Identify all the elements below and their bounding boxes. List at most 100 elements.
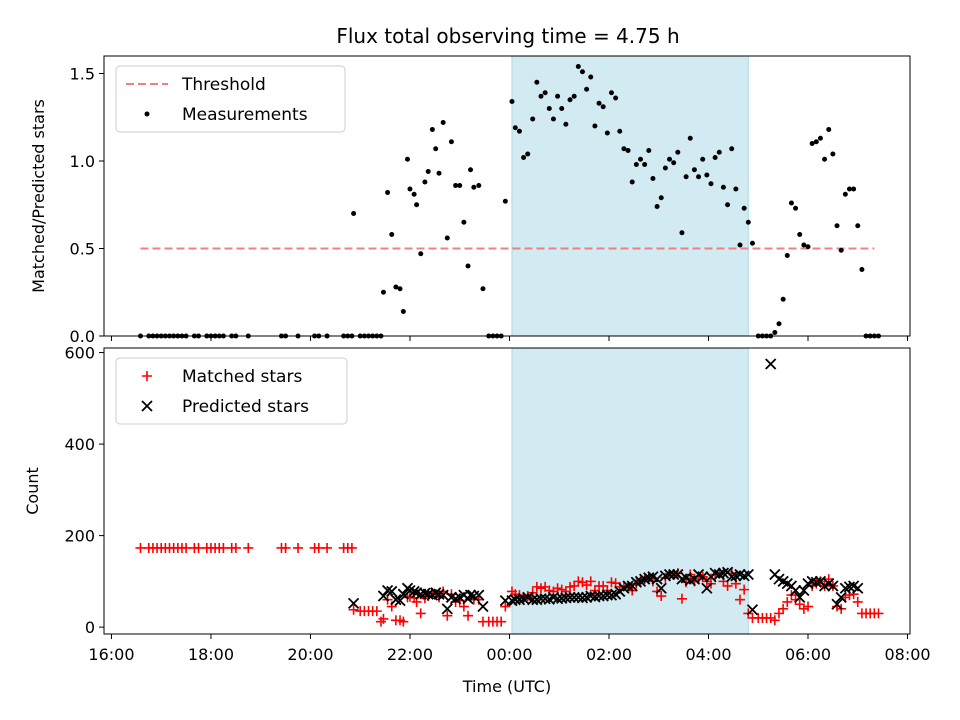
matched-star-marker [293, 542, 304, 553]
predicted-star-marker [651, 573, 663, 585]
measurement-point [407, 186, 413, 192]
measurement-point [436, 170, 442, 176]
measurement-point [658, 195, 664, 201]
predicted-star-marker [765, 358, 777, 370]
matched-star-marker [346, 542, 357, 553]
measurement-point [834, 223, 840, 229]
measurement-point [538, 93, 544, 99]
measurement-point [351, 211, 357, 216]
matched-star-marker [656, 591, 667, 602]
panel-ratio: 0.0 0.5 1.0 1.5 Matched/Predicted stars Thres… [29, 55, 911, 346]
matched-star-marker [790, 594, 801, 605]
matched-star-marker [243, 542, 254, 553]
measurement-point [793, 205, 799, 211]
y-tick-label: 200 [64, 527, 95, 546]
matched-star-marker [773, 608, 784, 619]
matched-star-marker [794, 599, 805, 610]
matched-star-marker [348, 604, 359, 615]
measurement-point [638, 156, 644, 162]
measurement-point [563, 121, 569, 127]
matched-star-marker [778, 603, 789, 614]
y-tick-label: 600 [64, 344, 95, 363]
measurement-point [448, 139, 454, 145]
measurement-point [542, 90, 548, 96]
x-tick-label: 18:00 [188, 645, 234, 664]
measurement-point [704, 172, 710, 178]
predicted-star-marker [390, 594, 402, 606]
x-tick-label: 00:00 [486, 645, 532, 664]
predicted-star-marker [433, 588, 445, 600]
predicted-star-marker [655, 582, 667, 594]
predicted-star-marker [746, 604, 759, 616]
measurement-point [425, 169, 431, 174]
y-tick-label: 400 [64, 435, 95, 454]
measurement-point [687, 135, 693, 141]
measurement-point [650, 176, 656, 181]
measurement-point [604, 130, 610, 136]
predicted-star-marker [404, 584, 416, 597]
x-tick-label: 08:00 [884, 645, 930, 664]
measurement-point [516, 128, 522, 134]
matched-star-marker [852, 596, 863, 607]
predicted-star-marker [668, 568, 680, 581]
measurement-point [502, 198, 508, 204]
measurement-point [457, 183, 463, 188]
measurement-point [512, 125, 518, 131]
matched-star-marker [398, 616, 409, 627]
matched-star-marker [765, 612, 776, 623]
legend-label: Matched stars [182, 367, 302, 387]
x-tick-label: 04:00 [685, 645, 731, 664]
measurement-point [465, 263, 471, 269]
measurement-point [788, 200, 794, 206]
matched-star-marker [415, 608, 426, 619]
predicted-star-marker [347, 597, 360, 609]
measurement-point [700, 156, 706, 162]
measurement-point [776, 321, 782, 327]
measurement-point [772, 330, 778, 335]
legend-label: Threshold [181, 75, 266, 95]
measurement-point [471, 184, 477, 190]
measurement-point [440, 120, 446, 125]
measurement-point [422, 179, 428, 185]
matched-star-marker [463, 610, 474, 621]
measurement-point [805, 244, 811, 250]
measurement-point [683, 174, 689, 180]
x-tick-label: 16:00 [88, 645, 134, 664]
predicted-star-marker [576, 592, 589, 604]
matched-star-marker [565, 581, 576, 592]
matched-star-marker [803, 601, 814, 612]
measurement-point [691, 167, 697, 173]
measurement-point [592, 123, 598, 129]
measurement-point [646, 148, 652, 153]
predicted-star-marker [564, 591, 576, 604]
measurement-point [429, 127, 435, 132]
predicted-star-marker [789, 584, 802, 597]
measurement-point [642, 162, 648, 167]
measurement-point [745, 219, 751, 225]
measurement-point [625, 148, 631, 153]
measurement-point [584, 86, 590, 92]
measurement-point [608, 90, 614, 96]
measurement-point [720, 184, 726, 190]
matched-star-marker [442, 610, 453, 621]
measurement-point [851, 186, 857, 192]
figure-title: Flux total observing time = 4.75 h [336, 24, 679, 48]
predicted-star-marker [794, 591, 806, 604]
predicted-star-marker [726, 571, 738, 583]
y-tick-label: 1.5 [70, 65, 95, 84]
measurement-point [733, 186, 739, 192]
matched-star-marker [811, 578, 822, 589]
measurement-point [550, 116, 556, 122]
matched-star-marker [769, 615, 780, 626]
measurement-point [712, 155, 718, 160]
measurement-point [567, 97, 573, 103]
measurement-point [600, 104, 606, 110]
predicted-star-marker [605, 589, 618, 601]
measurement-point [546, 106, 552, 111]
measurement-point [675, 149, 681, 155]
x-tick-label: 02:00 [586, 645, 632, 664]
legend-label: Measurements [182, 105, 308, 125]
measurement-point [525, 151, 531, 157]
predicted-star-marker [394, 594, 406, 607]
measurement-point [716, 149, 722, 155]
